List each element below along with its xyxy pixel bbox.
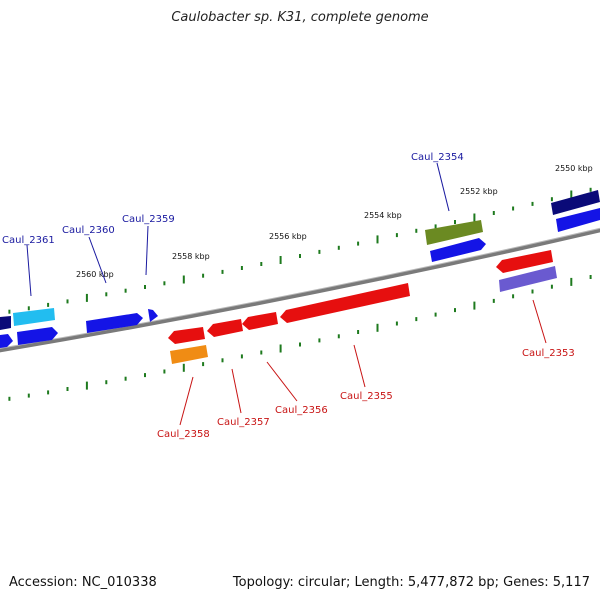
gene-red-2355[interactable] [280, 283, 410, 323]
gene-blue-2354b[interactable] [430, 238, 486, 262]
scale-label-2556: 2556 kbp [269, 232, 307, 241]
label-leaders [26, 162, 547, 426]
gene-label-caul-2359[interactable]: Caul_2359 [122, 214, 175, 225]
tick-track-outer [8, 187, 592, 314]
gene-blue-2362b[interactable] [0, 334, 13, 348]
map-title: Caulobacter sp. K31, complete genome [171, 10, 429, 25]
gene-labels: Caul_2354 Caul_2359 Caul_2360 Caul_2361 … [2, 152, 575, 440]
gene-red-2353[interactable] [496, 250, 553, 273]
gene-cyan-2361[interactable] [13, 308, 55, 326]
gene-label-caul-2355[interactable]: Caul_2355 [340, 391, 393, 402]
leader-caul-2356 [266, 361, 298, 402]
scale-label-2558: 2558 kbp [172, 252, 210, 261]
gene-label-caul-2353[interactable]: Caul_2353 [522, 348, 575, 359]
genome-backbone [0, 228, 600, 353]
genome-summary-text: Topology: circular; Length: 5,477,872 bp… [232, 575, 590, 590]
scale-label-2560: 2560 kbp [76, 270, 114, 279]
gene-navy-2362[interactable] [0, 316, 11, 330]
gene-label-caul-2354[interactable]: Caul_2354 [411, 152, 464, 163]
gene-label-caul-2358[interactable]: Caul_2358 [157, 429, 210, 440]
gene-red-2358[interactable] [168, 327, 205, 344]
forward-genes [0, 190, 600, 348]
reverse-genes [168, 250, 557, 364]
leader-caul-2355 [353, 344, 366, 388]
leader-caul-2361 [26, 244, 32, 297]
accession-text: Accession: NC_010338 [9, 575, 157, 590]
scale-label-2552: 2552 kbp [460, 187, 498, 196]
scale-label-2554: 2554 kbp [364, 211, 402, 220]
leader-caul-2354 [436, 162, 450, 212]
gene-blue-small-2359[interactable] [148, 309, 158, 322]
leader-caul-2353 [532, 299, 547, 344]
gene-red-2357[interactable] [207, 319, 243, 337]
gene-orange-2358b[interactable] [170, 345, 208, 364]
gene-label-caul-2361[interactable]: Caul_2361 [2, 235, 55, 246]
tick-track-inner [8, 275, 592, 401]
gene-blue-2359[interactable] [86, 313, 143, 333]
gene-blue-2361b[interactable] [17, 327, 58, 345]
gene-label-caul-2357[interactable]: Caul_2357 [217, 417, 270, 428]
leader-caul-2360 [88, 236, 107, 284]
gene-label-caul-2360[interactable]: Caul_2360 [62, 225, 115, 236]
leader-caul-2358 [179, 376, 194, 426]
leader-caul-2359 [145, 225, 149, 276]
gene-slate-2353b[interactable] [499, 266, 557, 292]
genome-backbone-highlight [0, 227, 600, 349]
gene-navy-2350[interactable] [551, 190, 600, 215]
gene-label-caul-2356[interactable]: Caul_2356 [275, 405, 328, 416]
gene-blue-2350[interactable] [556, 208, 600, 232]
scale-label-2550: 2550 kbp [555, 164, 593, 173]
gene-olive-2354[interactable] [425, 220, 483, 245]
gene-red-2356[interactable] [242, 312, 278, 330]
leader-caul-2357 [231, 368, 242, 414]
